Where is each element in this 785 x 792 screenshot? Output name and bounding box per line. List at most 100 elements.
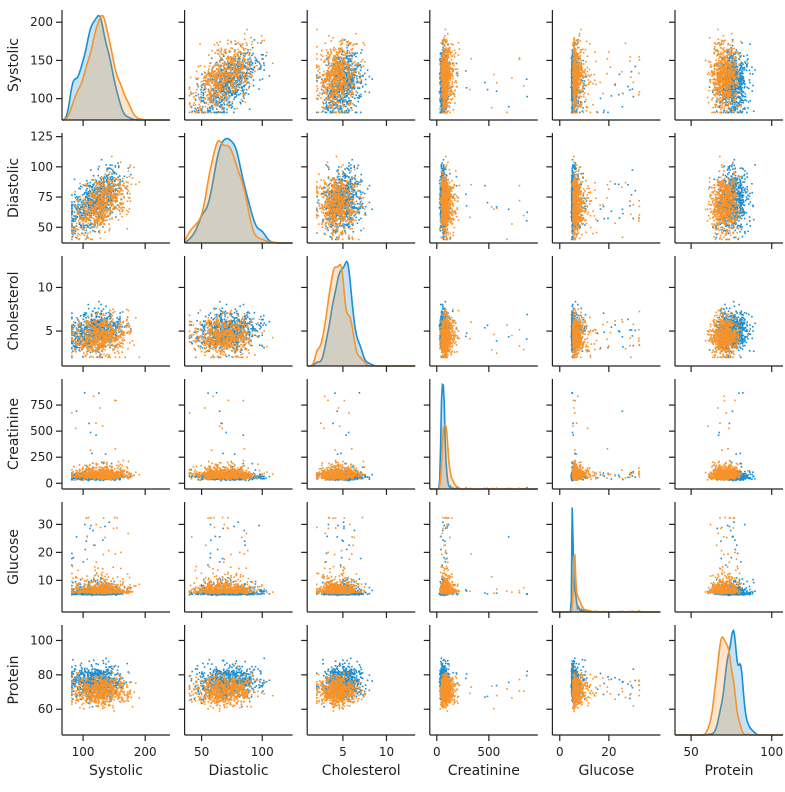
scatter-point	[225, 93, 227, 96]
scatter-point	[218, 69, 220, 71]
scatter-point	[220, 105, 223, 108]
scatter-point	[339, 63, 342, 66]
scatter-point	[214, 91, 217, 93]
scatter-point	[220, 111, 222, 114]
scatter-point	[222, 54, 225, 56]
scatter-point	[230, 85, 233, 87]
scatter-point	[329, 77, 332, 79]
scatter-point	[349, 42, 351, 44]
scatter-point	[333, 62, 335, 64]
scatter-point	[244, 101, 247, 104]
scatter-point	[258, 61, 261, 63]
scatter-point	[526, 95, 528, 98]
scatter-point	[346, 66, 349, 68]
scatter-point	[348, 63, 350, 66]
scatter-point	[208, 81, 211, 83]
scatter-point	[220, 71, 223, 73]
scatter-point	[203, 71, 206, 73]
scatter-point	[248, 68, 251, 71]
scatter-point	[453, 56, 456, 58]
scatter-point	[447, 77, 449, 80]
scatter-point	[208, 54, 210, 56]
scatter-point	[211, 81, 213, 83]
scatter-point	[227, 97, 230, 100]
scatter-point	[327, 94, 330, 97]
scatter-point	[223, 55, 225, 57]
scatter-point	[222, 94, 225, 97]
scatter-point	[334, 63, 336, 65]
scatter-point	[465, 87, 468, 89]
scatter-point	[224, 68, 226, 70]
scatter-point	[223, 61, 226, 63]
scatter-point	[357, 62, 360, 65]
scatter-point	[200, 85, 203, 87]
scatter-point	[335, 93, 337, 95]
scatter-point	[325, 92, 328, 95]
scatter-point	[446, 91, 448, 94]
scatter-point	[333, 73, 335, 76]
scatter-point	[220, 47, 222, 50]
scatter-point	[253, 66, 256, 69]
scatter-point	[449, 85, 451, 87]
scatter-point	[207, 103, 209, 106]
subplot-systolic-vs-creatinine	[423, 10, 538, 126]
scatter-point	[207, 73, 209, 75]
scatter-point	[320, 54, 322, 56]
scatter-point	[230, 92, 233, 95]
scatter-point	[356, 87, 359, 89]
scatter-point	[348, 58, 350, 60]
scatter-point	[188, 94, 191, 97]
scatter-point	[336, 57, 338, 59]
scatter-point	[341, 49, 344, 51]
scatter-point	[263, 62, 265, 64]
scatter-point	[350, 51, 353, 54]
scatter-point	[331, 85, 333, 87]
scatter-point	[344, 101, 346, 103]
scatter-point	[347, 92, 349, 94]
scatter-point	[355, 94, 357, 96]
scatter-point	[220, 64, 222, 67]
scatter-point	[328, 35, 330, 37]
scatter-point	[241, 67, 243, 70]
scatter-point	[440, 59, 443, 62]
scatter-point	[232, 82, 234, 85]
scatter-point	[448, 101, 451, 104]
scatter-point	[200, 93, 202, 96]
scatter-point	[231, 101, 234, 103]
scatter-point	[444, 82, 447, 85]
scatter-point	[336, 92, 338, 95]
scatter-point	[235, 83, 238, 85]
scatter-point	[345, 56, 348, 58]
scatter-point	[232, 64, 235, 66]
scatter-point	[347, 59, 350, 62]
scatter-point	[261, 78, 264, 80]
scatter-point	[226, 79, 228, 81]
scatter-point	[346, 55, 349, 57]
scatter-point	[227, 93, 230, 95]
scatter-point	[356, 96, 359, 99]
scatter-point	[328, 97, 331, 99]
scatter-point	[235, 95, 237, 98]
scatter-point	[341, 93, 343, 96]
scatter-point	[351, 80, 353, 83]
scatter-point	[230, 70, 232, 73]
scatter-point	[357, 86, 360, 89]
scatter-point	[443, 73, 445, 76]
scatter-point	[200, 101, 202, 103]
scatter-point	[235, 72, 237, 75]
scatter-point	[360, 66, 362, 69]
scatter-point	[441, 85, 444, 88]
scatter-point	[332, 95, 334, 97]
scatter-point	[216, 49, 218, 52]
scatter-point	[333, 87, 335, 89]
scatter-point	[448, 67, 450, 70]
scatter-point	[346, 52, 348, 55]
scatter-point	[214, 77, 217, 80]
scatter-point	[457, 54, 460, 56]
scatter-point	[340, 61, 342, 64]
scatter-point	[213, 84, 216, 86]
scatter-point	[331, 73, 334, 76]
scatter-point	[216, 108, 218, 110]
scatter-point	[329, 111, 332, 114]
